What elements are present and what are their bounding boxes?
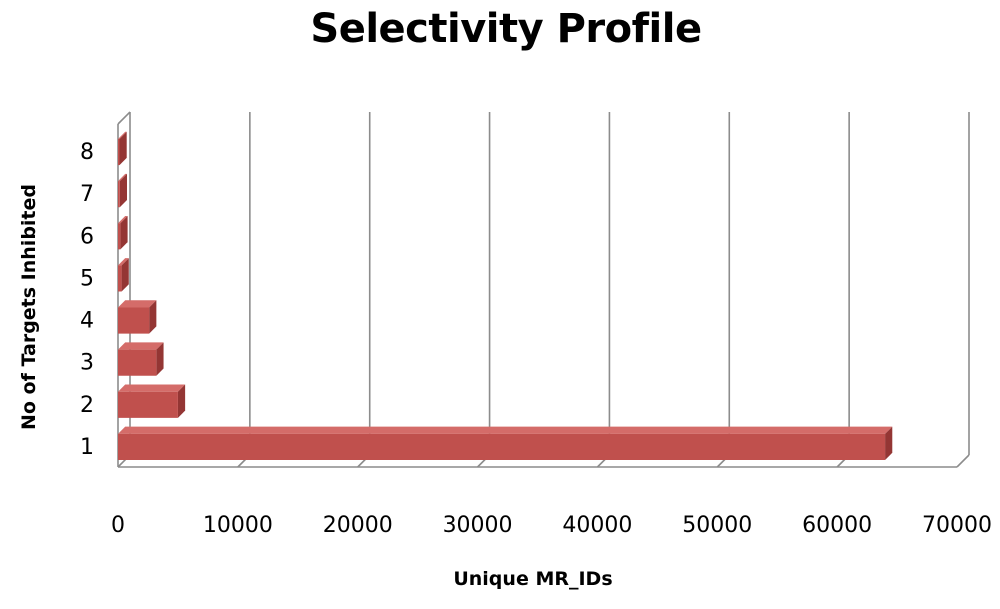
y-tick-label: 4 bbox=[80, 309, 94, 334]
x-tick-labels: 0 10000 20000 30000 40000 50000 60000 70000 bbox=[111, 513, 992, 538]
bar-side-face bbox=[119, 131, 127, 166]
chart-title: Selectivity Profile bbox=[310, 6, 702, 52]
y-tick-label: 2 bbox=[80, 393, 94, 418]
bar-top-face bbox=[118, 216, 128, 224]
floor-gridline bbox=[956, 454, 970, 468]
bar-front-face bbox=[118, 391, 178, 418]
axes bbox=[117, 111, 957, 468]
bar bbox=[118, 258, 129, 292]
bar bbox=[118, 173, 127, 208]
bar-top-face bbox=[118, 342, 164, 350]
bar-front-face bbox=[118, 223, 121, 250]
bar-side-face bbox=[177, 384, 186, 418]
y-tick-label: 6 bbox=[80, 224, 94, 249]
bar-front-face bbox=[118, 181, 120, 208]
x-tick-label: 0 bbox=[111, 513, 125, 538]
bar bbox=[118, 426, 893, 460]
y-tick-label: 8 bbox=[80, 140, 94, 165]
bar-side-face bbox=[119, 173, 127, 208]
bar-side-face bbox=[121, 258, 129, 292]
x-axis-title: Unique MR_IDs bbox=[453, 568, 613, 590]
bar-top-face bbox=[118, 300, 157, 308]
bar bbox=[118, 342, 164, 376]
x-tick-label: 60000 bbox=[802, 513, 872, 538]
y-axis-title: No of Targets Inhibited bbox=[18, 183, 40, 431]
bar-top-face bbox=[118, 173, 127, 182]
bars bbox=[118, 131, 893, 460]
bar-top-face bbox=[118, 426, 893, 434]
bar-front-face bbox=[118, 265, 122, 292]
x-tick-label: 10000 bbox=[203, 513, 273, 538]
bar-top-face bbox=[118, 131, 127, 140]
bar bbox=[118, 300, 157, 334]
y-tick-label: 1 bbox=[80, 435, 94, 460]
x-tick-label: 70000 bbox=[922, 513, 992, 538]
bar-top-face bbox=[118, 384, 186, 392]
x-tick-label: 30000 bbox=[443, 513, 513, 538]
bar-side-face bbox=[120, 216, 128, 250]
bar-top-face bbox=[118, 258, 129, 266]
bar-side-face bbox=[885, 426, 893, 460]
bar bbox=[118, 131, 127, 166]
x-tick-label: 20000 bbox=[323, 513, 393, 538]
bar-front-face bbox=[118, 307, 150, 334]
bar-side-face bbox=[156, 342, 164, 376]
y-axis-top-edge bbox=[117, 111, 131, 125]
y-tick-label: 7 bbox=[80, 182, 94, 207]
bar-side-face bbox=[149, 300, 157, 334]
x-tick-label: 50000 bbox=[682, 513, 752, 538]
y-tick-labels: 1 2 3 4 5 6 7 8 bbox=[80, 140, 94, 460]
grid-lines bbox=[117, 112, 970, 468]
bar-front-face bbox=[118, 349, 157, 376]
bar bbox=[118, 384, 186, 418]
bar-front-face bbox=[118, 139, 120, 166]
x-tick-label: 40000 bbox=[562, 513, 632, 538]
bar-front-face bbox=[118, 433, 886, 460]
y-tick-label: 3 bbox=[80, 351, 94, 376]
bar bbox=[118, 216, 128, 250]
y-tick-label: 5 bbox=[80, 266, 94, 291]
